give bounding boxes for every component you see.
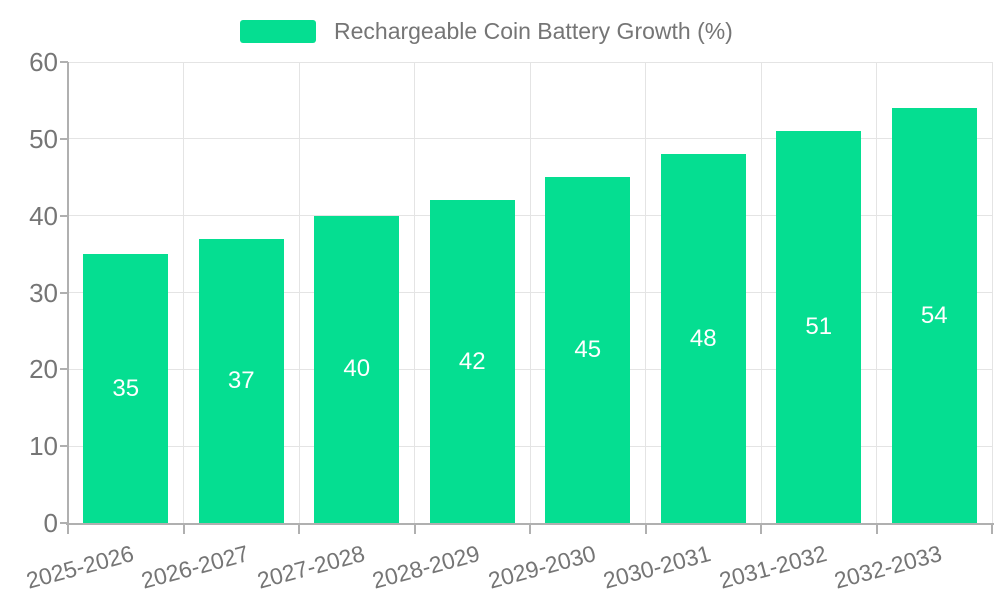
legend-label[interactable]: Rechargeable Coin Battery Growth (%) (334, 18, 733, 44)
x-axis-line (66, 523, 994, 525)
gridline-vertical (414, 62, 415, 523)
y-axis-tick (60, 368, 68, 371)
x-tick-label: 2027-2028 (254, 540, 368, 594)
y-axis-tick (60, 137, 68, 140)
gridline-vertical (298, 62, 300, 523)
x-axis-tick (182, 525, 185, 534)
x-axis-tick (529, 525, 531, 534)
y-axis-tick (60, 291, 68, 294)
x-axis-tick (413, 525, 416, 534)
x-tick-label: 2026-2027 (138, 540, 252, 594)
gridline-vertical (876, 62, 877, 523)
y-tick-label: 0 (43, 508, 58, 538)
bar-value-label: 51 (805, 313, 833, 341)
gridline-vertical (760, 62, 762, 523)
y-tick-label: 20 (29, 354, 58, 385)
x-tick-label: 2028-2029 (369, 540, 483, 594)
gridline-vertical (991, 62, 993, 523)
bar-value-label: 35 (112, 374, 140, 402)
y-axis-tick (60, 522, 68, 524)
y-tick-label: 40 (29, 200, 58, 231)
bar-value-label: 54 (920, 301, 948, 329)
bar[interactable]: 35 (83, 254, 169, 523)
x-tick-label: 2029-2030 (485, 540, 599, 594)
bar-value-label: 45 (574, 336, 602, 364)
bar-value-label: 48 (689, 324, 717, 352)
y-tick-label: 10 (29, 431, 58, 462)
bar[interactable]: 45 (545, 177, 631, 523)
y-axis-tick (60, 61, 68, 63)
gridline-vertical (529, 62, 531, 523)
bar[interactable]: 51 (776, 131, 862, 523)
x-axis-tick (644, 525, 647, 534)
y-tick-label: 60 (29, 47, 58, 77)
legend-swatch[interactable] (240, 19, 316, 43)
bar[interactable]: 37 (198, 238, 284, 523)
gridline-vertical (645, 62, 646, 523)
y-axis-tick (60, 214, 68, 217)
x-axis-tick (875, 525, 878, 534)
gridline-vertical (183, 62, 184, 523)
y-tick-label: 30 (29, 277, 58, 308)
bar-value-label: 42 (458, 347, 486, 375)
legend[interactable]: Rechargeable Coin Battery Growth (%) (240, 18, 733, 44)
x-tick-label: 2030-2031 (600, 540, 714, 594)
bar[interactable]: 42 (429, 200, 515, 523)
x-axis-tick (298, 525, 300, 534)
bar-value-label: 37 (227, 366, 255, 394)
x-tick-label: 2031-2032 (716, 540, 830, 594)
y-axis-tick (60, 445, 68, 448)
y-axis-line (67, 62, 69, 525)
x-tick-label: 2025-2026 (23, 540, 137, 594)
bar[interactable]: 54 (891, 108, 977, 523)
x-axis-tick (991, 525, 993, 534)
bar[interactable]: 48 (660, 154, 746, 523)
bar-value-label: 40 (343, 355, 371, 383)
x-axis-tick (760, 525, 762, 534)
x-tick-label: 2032-2033 (831, 540, 945, 594)
x-axis-tick (67, 525, 69, 534)
y-tick-label: 50 (29, 123, 58, 154)
bar[interactable]: 40 (314, 215, 400, 523)
